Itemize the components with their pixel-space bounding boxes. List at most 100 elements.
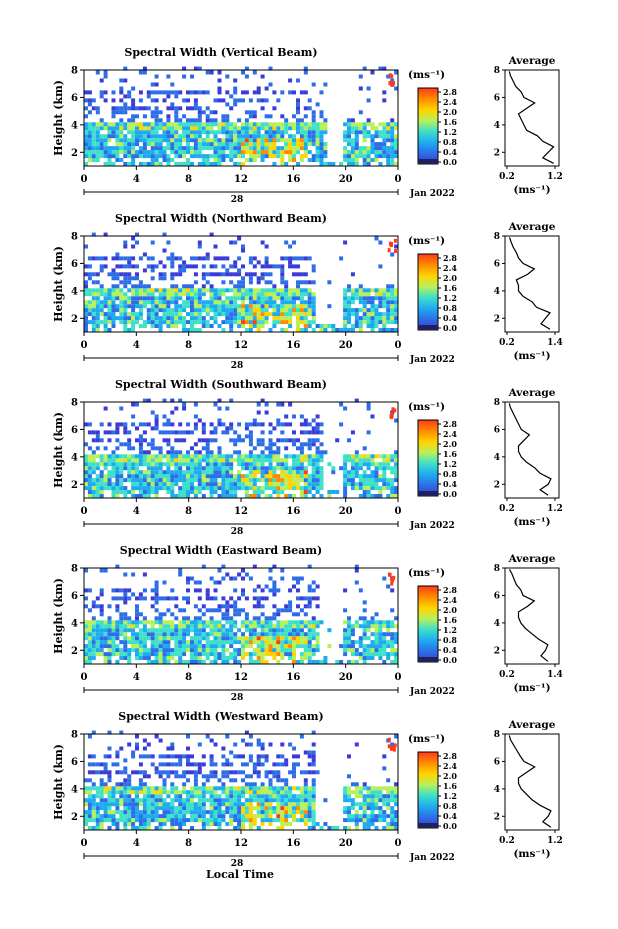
heatmap-cell xyxy=(248,280,253,285)
heatmap-cell xyxy=(119,406,124,411)
heatmap-cell xyxy=(248,138,253,143)
heatmap-cell xyxy=(374,236,379,241)
heatmap-cell xyxy=(264,312,269,317)
heatmap-cell xyxy=(174,494,179,498)
heatmap-cell xyxy=(123,486,128,491)
heatmap-cell xyxy=(394,786,399,791)
heatmap-cell xyxy=(382,288,387,293)
heatmap-cell xyxy=(256,86,261,91)
heatmap-cell xyxy=(299,640,304,645)
x-tick-label: 8 xyxy=(185,174,192,185)
heatmap-cell xyxy=(111,324,116,328)
heatmap-cell xyxy=(241,592,245,597)
heatmap-cell xyxy=(358,616,363,621)
heatmap-cell xyxy=(370,134,375,139)
heatmap-cell xyxy=(382,766,387,771)
heatmap-cell xyxy=(299,814,304,819)
heatmap-cell xyxy=(237,434,242,439)
heatmap-cell xyxy=(256,620,261,625)
heatmap-cell xyxy=(390,466,395,471)
heatmap-cell xyxy=(84,114,88,119)
heatmap-cell xyxy=(358,636,363,641)
heatmap-cell xyxy=(103,786,108,791)
heatmap-cell xyxy=(378,652,383,657)
heatmap-cell xyxy=(111,644,116,649)
heatmap-cell xyxy=(303,490,308,494)
heatmap-cell xyxy=(190,134,194,139)
heatmap-cell xyxy=(166,486,171,491)
heatmap-cell xyxy=(260,296,265,301)
heatmap-cell xyxy=(91,146,96,151)
heatmap-cell xyxy=(209,770,214,775)
heatmap-cell xyxy=(233,802,238,807)
heatmap-cell xyxy=(382,324,387,328)
heatmap-cell xyxy=(284,308,289,313)
heatmap-cell xyxy=(394,814,399,819)
heatmap-cell xyxy=(205,450,210,455)
heatmap-cell xyxy=(307,122,312,127)
heatmap-cell xyxy=(209,70,214,75)
heatmap-cell xyxy=(378,810,383,815)
heatmap-cell xyxy=(182,754,187,759)
heatmap-cell xyxy=(307,660,312,664)
heatmap-cell xyxy=(315,446,320,451)
heatmap-cell xyxy=(307,324,312,328)
heatmap-cell xyxy=(354,568,359,573)
heatmap-cell xyxy=(84,288,88,293)
heatmap-cell xyxy=(146,422,151,427)
heatmap-cell xyxy=(343,324,348,328)
heatmap-cell xyxy=(217,798,222,803)
heatmap-cell xyxy=(386,316,391,321)
heatmap-cell xyxy=(386,826,391,830)
heatmap-cell xyxy=(237,142,242,147)
heatmap-cell xyxy=(131,648,136,653)
heatmap-cell xyxy=(87,814,92,819)
heatmap-cell xyxy=(303,596,308,601)
heatmap-cell xyxy=(127,288,132,293)
heatmap-cell xyxy=(292,134,296,139)
heatmap-cell xyxy=(331,324,336,328)
heatmap-cell xyxy=(354,296,359,301)
heatmap-cell xyxy=(154,770,159,775)
heatmap-cell xyxy=(280,814,285,819)
heatmap-cell xyxy=(123,106,128,111)
heatmap-cell xyxy=(158,620,163,625)
heatmap-cell xyxy=(292,264,296,269)
heatmap-cell xyxy=(142,818,147,823)
heatmap-cell xyxy=(166,490,171,494)
heatmap-cell xyxy=(252,490,257,494)
heatmap-cell xyxy=(370,288,375,293)
heatmap-cell xyxy=(87,110,92,115)
heatmap-cell xyxy=(170,806,175,811)
heatmap-cell xyxy=(374,466,379,471)
heatmap-cell xyxy=(233,154,238,159)
heatmap-cell xyxy=(272,640,277,645)
heatmap-cell xyxy=(272,316,277,321)
heatmap-cell xyxy=(205,478,210,483)
heatmap-cell xyxy=(390,636,395,641)
heatmap-cell xyxy=(174,110,179,115)
heatmap-cell xyxy=(366,406,371,411)
heatmap-cell xyxy=(146,138,151,143)
heatmap-cell xyxy=(84,786,88,791)
heatmap-cell xyxy=(307,98,312,103)
heatmap-cell xyxy=(131,422,136,427)
heatmap-cell xyxy=(135,652,139,657)
heatmap-cell xyxy=(390,328,395,332)
heatmap-cell xyxy=(174,786,179,791)
heatmap-cell xyxy=(303,142,308,147)
heatmap-cell xyxy=(288,640,293,645)
heatmap-cell xyxy=(307,474,312,479)
heatmap-cell xyxy=(84,652,88,657)
heatmap-cell xyxy=(209,264,214,269)
heatmap-cell xyxy=(296,284,300,289)
heatmap-cell xyxy=(107,778,112,783)
heatmap-cell xyxy=(272,466,277,471)
heatmap-cell xyxy=(138,312,143,317)
heatmap-cell xyxy=(237,786,242,791)
heatmap-cell xyxy=(386,134,391,139)
heatmap-cell xyxy=(84,568,88,573)
heatmap-cell xyxy=(272,146,277,151)
heatmap-cell xyxy=(311,478,316,483)
heatmap-cell xyxy=(123,818,128,823)
